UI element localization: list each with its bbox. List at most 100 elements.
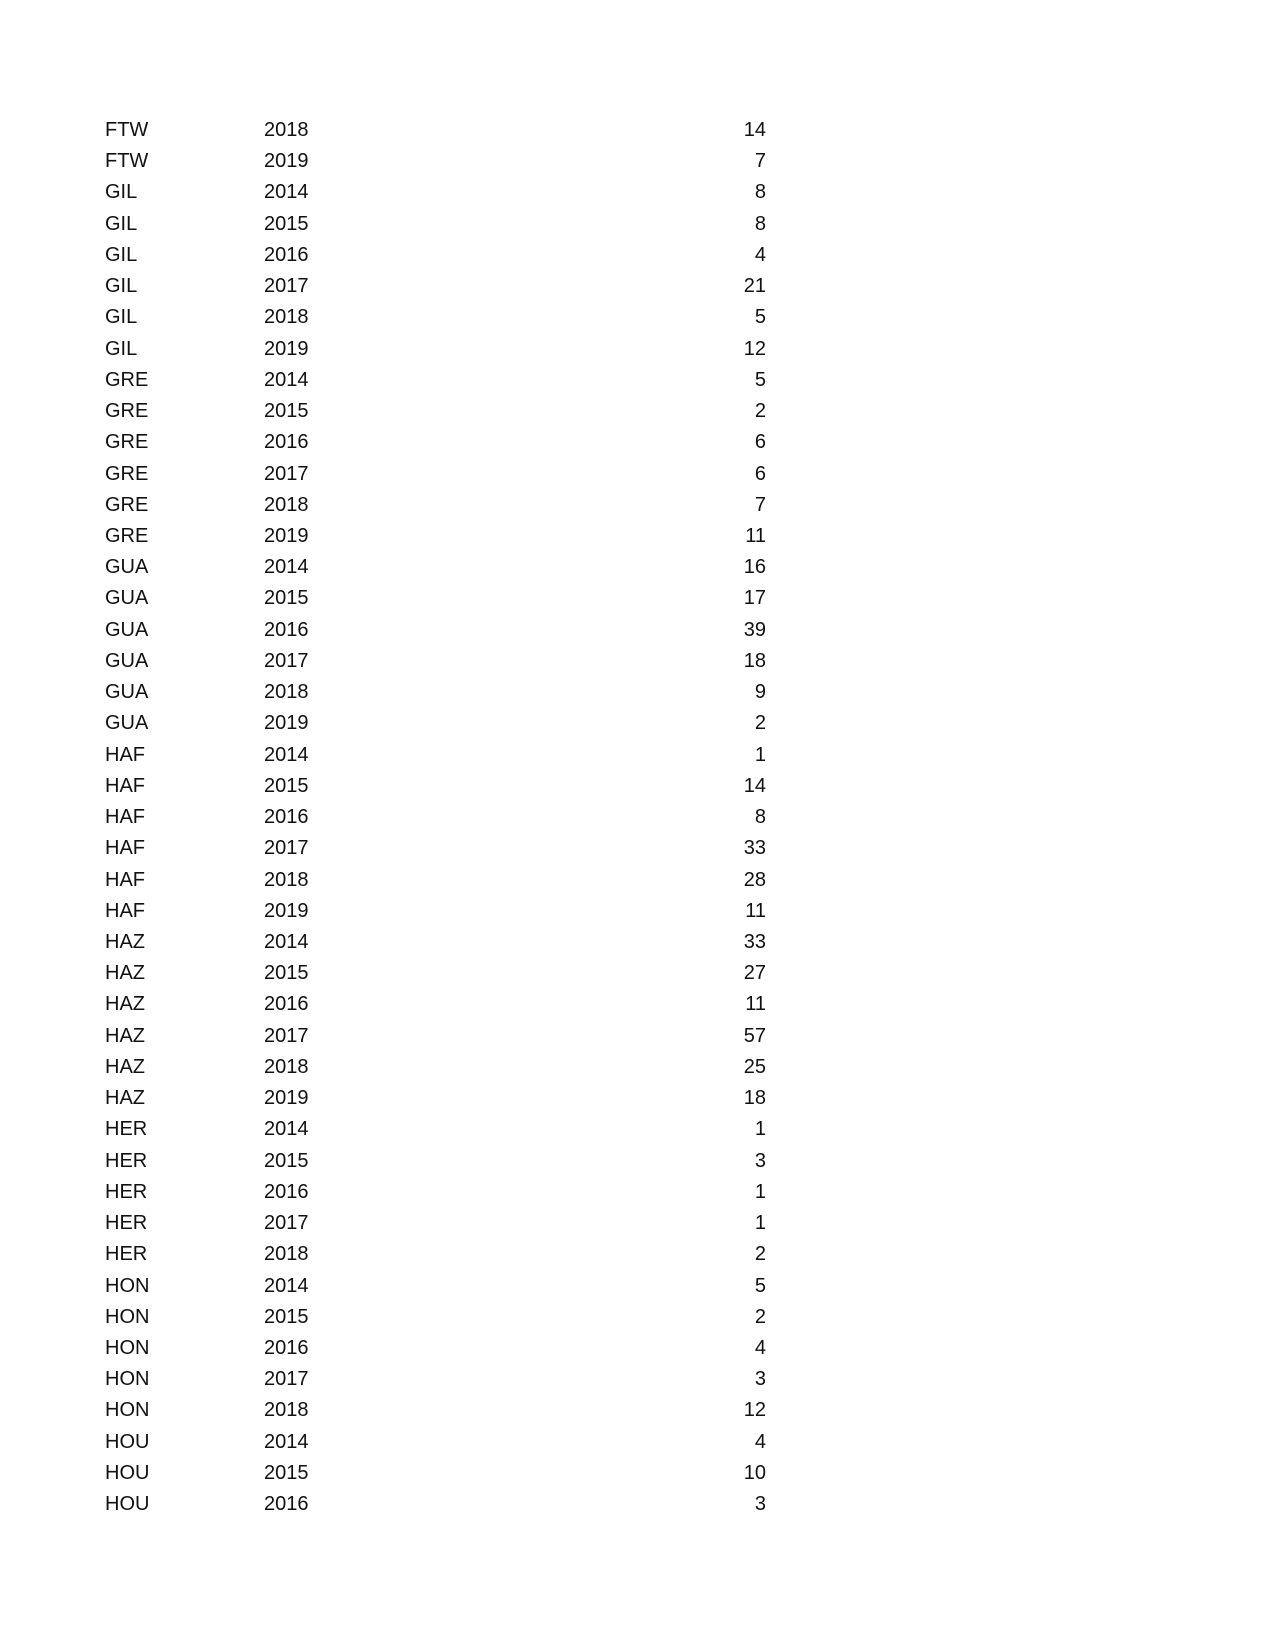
table-row: HAF 2019 11 [0,896,1275,927]
table-row: HAZ 2017 57 [0,1021,1275,1052]
year-cell: 2015 [264,400,309,423]
count-cell: 25 [743,1055,766,1078]
table-row: GUA 2014 16 [0,552,1275,583]
year-cell: 2017 [264,1368,309,1391]
count-cell: 7 [754,493,766,516]
code-cell: HAF [105,743,145,766]
year-cell: 2014 [264,1430,309,1453]
year-cell: 2016 [264,806,309,829]
table-row: HOU 2016 3 [0,1489,1275,1520]
year-cell: 2018 [264,1399,309,1422]
count-cell: 8 [754,806,766,829]
year-cell: 2019 [264,337,309,360]
count-cell: 6 [754,431,766,454]
count-cell: 4 [754,243,766,266]
count-cell: 2 [754,400,766,423]
year-cell: 2018 [264,119,309,141]
table-row: HAF 2015 14 [0,771,1275,802]
code-cell: FTW [105,150,149,173]
count-cell: 1 [754,1212,766,1235]
code-cell: HER [105,1243,148,1266]
table-row: HON 2017 3 [0,1364,1275,1395]
table-row: HER 2018 2 [0,1239,1275,1270]
table-row: HAF 2014 1 [0,740,1275,771]
count-cell: 8 [754,181,766,204]
table-row: HAZ 2014 33 [0,927,1275,958]
code-cell: GUA [105,587,149,610]
code-cell: HOU [105,1430,150,1453]
count-cell: 5 [754,1274,766,1297]
count-cell: 14 [743,119,766,141]
year-cell: 2014 [264,743,309,766]
count-cell: 12 [743,1399,766,1422]
code-cell: HOU [105,1493,150,1516]
year-cell: 2014 [264,1274,309,1297]
count-cell: 14 [743,774,766,797]
count-cell: 1 [754,1118,766,1141]
year-cell: 2017 [264,462,309,485]
table-row: HON 2014 5 [0,1271,1275,1302]
code-cell: GRE [105,462,149,485]
table-row: HON 2015 2 [0,1302,1275,1333]
count-cell: 11 [745,993,766,1016]
table-row: HAZ 2018 25 [0,1052,1275,1083]
count-cell: 33 [743,837,766,860]
year-cell: 2018 [264,868,309,891]
count-cell: 10 [743,1461,766,1484]
count-cell: 1 [754,1180,766,1203]
count-cell: 11 [745,524,766,547]
year-cell: 2016 [264,1493,309,1516]
table-row: HOU 2014 4 [0,1427,1275,1458]
count-cell: 12 [743,337,766,360]
year-cell: 2014 [264,930,309,953]
code-cell: HER [105,1118,148,1141]
count-cell: 21 [743,275,766,298]
code-cell: GIL [105,243,138,266]
count-cell: 39 [743,618,766,641]
year-cell: 2015 [264,774,309,797]
table-row: GRE 2016 6 [0,427,1275,458]
code-cell: GUA [105,649,149,672]
code-cell: HAF [105,774,145,797]
table-row: GRE 2019 11 [0,521,1275,552]
year-cell: 2019 [264,712,309,735]
table-row: HER 2014 1 [0,1114,1275,1145]
count-cell: 3 [754,1493,766,1516]
code-cell: HAZ [105,993,145,1016]
code-cell: HER [105,1180,148,1203]
year-cell: 2018 [264,1055,309,1078]
table-row: FTW 2019 7 [0,146,1275,177]
table-row: HER 2016 1 [0,1177,1275,1208]
table-row: HAF 2017 33 [0,833,1275,864]
table-row: HON 2016 4 [0,1333,1275,1364]
table-row: GIL 2015 8 [0,209,1275,240]
table-row: GIL 2017 21 [0,271,1275,302]
count-cell: 9 [754,681,766,704]
year-cell: 2017 [264,1024,309,1047]
code-cell: HAF [105,868,145,891]
year-cell: 2014 [264,556,309,579]
table-row: GIL 2019 12 [0,334,1275,365]
year-cell: 2018 [264,493,309,516]
table-row: GIL 2016 4 [0,240,1275,271]
code-cell: GRE [105,524,149,547]
code-cell: HAZ [105,1024,145,1047]
count-cell: 18 [743,649,766,672]
table-row: FTW 2018 14 [0,115,1275,146]
code-cell: HON [105,1368,150,1391]
year-cell: 2015 [264,1305,309,1328]
code-cell: GUA [105,681,149,704]
table-row: HAZ 2016 11 [0,989,1275,1020]
code-cell: HAZ [105,962,145,985]
count-cell: 11 [745,899,766,922]
year-cell: 2016 [264,993,309,1016]
table-row: HER 2017 1 [0,1208,1275,1239]
year-cell: 2015 [264,1461,309,1484]
code-cell: GIL [105,212,138,235]
code-cell: FTW [105,119,149,141]
code-cell: HAZ [105,1087,145,1110]
code-cell: GUA [105,618,149,641]
table-row: GRE 2018 7 [0,490,1275,521]
